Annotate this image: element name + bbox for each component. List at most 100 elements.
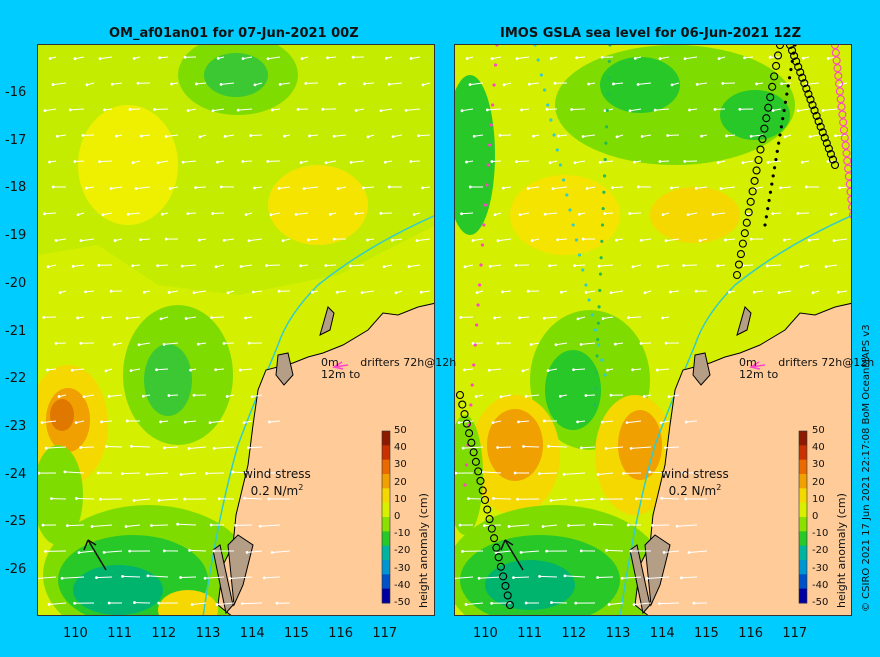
wind-arrow-head — [483, 524, 486, 528]
track-point — [555, 148, 559, 152]
wind-arrow-head — [651, 523, 655, 527]
wind-arrow-head — [283, 134, 286, 138]
track-point — [834, 71, 843, 80]
wind-arrow-head — [664, 446, 667, 450]
right-map[interactable] — [454, 44, 852, 616]
wind-arrow-head — [38, 471, 41, 475]
colorbar — [381, 430, 391, 604]
wind-arrow-head — [626, 523, 630, 527]
colorbar-tick-label: -30 — [394, 562, 411, 574]
wind-arrow-head — [524, 395, 528, 398]
track-point — [833, 64, 842, 73]
track-point — [469, 448, 478, 457]
wind-arrow-head — [532, 134, 535, 138]
wind-arrow — [151, 524, 169, 527]
colorbar-segment — [382, 488, 390, 504]
track-point — [467, 438, 476, 447]
wind-arrow-head — [801, 56, 805, 60]
wind-arrow — [528, 186, 540, 190]
wind-arrow-head — [513, 471, 517, 475]
isobath-line — [202, 215, 434, 615]
wind-arrow-head — [826, 57, 830, 60]
track-point — [603, 373, 607, 377]
wind-arrow-head — [658, 57, 662, 60]
wind-arrow-head — [203, 576, 207, 580]
wind-arrow — [809, 134, 820, 138]
wind-arrow-head — [266, 160, 270, 163]
wind-arrow — [52, 82, 67, 86]
wind-arrow-head — [195, 82, 198, 86]
wind-arrow — [461, 212, 474, 215]
wind-arrow-head — [63, 470, 67, 474]
colorbar-segment — [799, 560, 807, 575]
wind-arrow-head — [752, 290, 756, 294]
wind-arrow — [240, 368, 253, 371]
wind-arrow — [495, 550, 512, 554]
wind-arrow-head — [121, 472, 124, 476]
wind-arrow — [83, 394, 95, 398]
left-panel-title: OM_af01an01 for 07-Jun-2021 00Z — [109, 26, 359, 41]
wind-arrow-head — [487, 368, 491, 372]
wind-arrow — [303, 186, 319, 190]
wind-arrow — [551, 498, 568, 502]
track-point — [600, 223, 605, 227]
track-point — [600, 239, 604, 244]
track-point — [496, 562, 505, 571]
wind-arrow — [519, 212, 530, 216]
wind-arrow-head — [461, 549, 464, 553]
track-point — [789, 67, 793, 72]
wind-arrow-head — [194, 186, 198, 190]
wind-arrow-head — [258, 524, 262, 528]
wind-arrow-head — [463, 368, 466, 372]
wind-arrow-head — [804, 185, 808, 189]
wind-arrow — [325, 160, 337, 164]
wind-arrow — [182, 264, 197, 267]
wind-arrow-head — [48, 160, 51, 164]
reference-arrow — [749, 361, 766, 370]
wind-arrow-head — [629, 446, 633, 450]
wind-arrow-head — [162, 342, 166, 346]
wind-arrow — [742, 160, 754, 164]
track-point — [842, 149, 851, 158]
wind-arrow-head — [683, 160, 687, 163]
wind-arrow — [469, 82, 484, 86]
wind-arrow — [622, 576, 642, 579]
wind-arrow-head — [755, 82, 759, 86]
track-point — [783, 100, 788, 104]
wind-arrow — [392, 238, 403, 241]
wind-arrow-head — [85, 83, 89, 87]
wind-arrow — [122, 472, 141, 475]
y-tick-label: -17 — [5, 132, 27, 148]
wind-arrow-head — [299, 264, 303, 268]
x-tick-label: 110 — [63, 626, 88, 641]
track-point — [768, 190, 773, 194]
track-point — [577, 253, 582, 257]
track-point — [775, 149, 779, 154]
track-point — [806, 95, 815, 104]
wind-arrow-head — [549, 57, 553, 60]
colorbar-tick-label: 20 — [394, 476, 407, 488]
wind-arrow-head — [826, 160, 830, 163]
coast-island — [319, 306, 335, 336]
wind-arrow-head — [46, 368, 49, 372]
track-point — [490, 534, 499, 543]
colorbar-segment — [382, 517, 390, 532]
wind-arrow — [169, 290, 179, 293]
wind-arrow — [568, 524, 586, 527]
wind-arrow-head — [562, 473, 566, 476]
track-point — [482, 223, 486, 227]
wind-arrow-head — [159, 420, 163, 424]
wind-arrow-head — [328, 212, 332, 216]
wind-arrow-head — [576, 317, 580, 321]
wind-arrow — [224, 238, 235, 241]
wind-arrow-head — [629, 549, 633, 553]
wind-arrow-head — [615, 135, 619, 139]
wind-arrow-head — [188, 549, 191, 552]
track-point — [756, 145, 765, 154]
wind-arrow-head — [606, 368, 609, 372]
wind-arrow-head — [686, 213, 690, 217]
track-point — [607, 59, 611, 64]
left-map[interactable] — [37, 44, 435, 616]
wind-arrow-head — [681, 471, 685, 475]
wind-arrow-head — [601, 317, 605, 320]
